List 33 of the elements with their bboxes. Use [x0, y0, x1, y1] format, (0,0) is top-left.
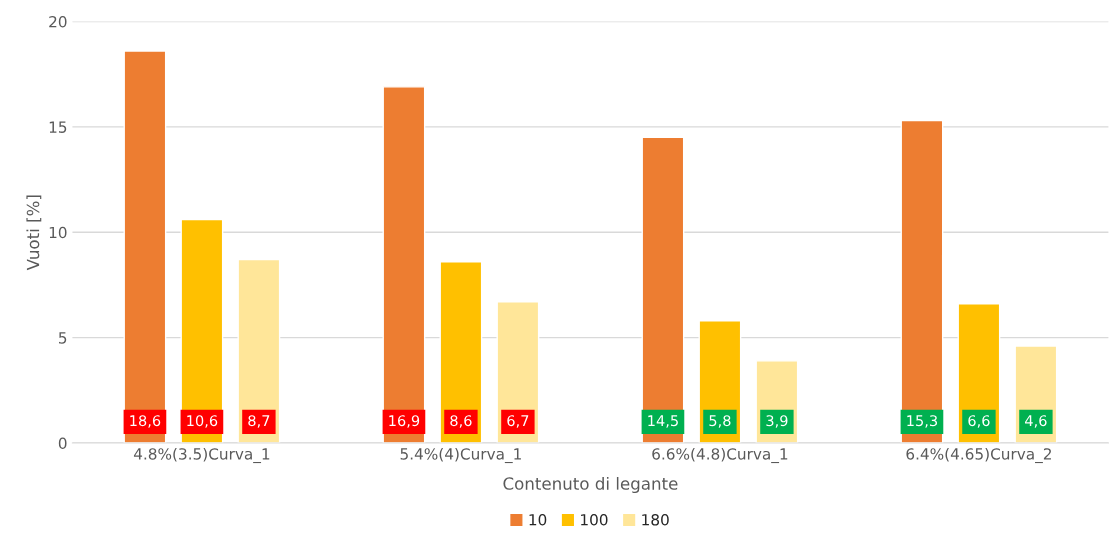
legend-label: 180 [642, 513, 669, 526]
data-label: 18,6 [130, 415, 161, 428]
legend-label: 10 [529, 513, 547, 526]
data-label: 6,7 [507, 415, 529, 428]
bar [123, 50, 167, 444]
x-tick-label: 6.6%(4.8)Curva_1 [652, 447, 788, 464]
y-axis-title: Vuoti [%] [26, 195, 42, 271]
x-tick-label: 4.8%(3.5)Curva_1 [133, 447, 270, 464]
data-label: 3,9 [766, 415, 788, 428]
data-label: 14,5 [648, 415, 678, 428]
y-tick-label: 10 [49, 226, 67, 239]
data-label: 10,6 [187, 415, 218, 428]
bar [237, 258, 281, 444]
x-tick-label: 6.4%(4.65)Curva_2 [906, 447, 1051, 464]
x-tick-label: 5.4%(4)Curva_1 [400, 447, 521, 464]
y-tick-label: 5 [59, 332, 67, 344]
legend-label: 100 [581, 513, 608, 526]
bar [439, 261, 483, 444]
bar [900, 119, 944, 444]
data-label: 16,9 [389, 415, 420, 428]
y-tick-label: 15 [49, 121, 67, 133]
y-tick-label: 0 [58, 437, 67, 450]
data-label: 8,7 [248, 415, 270, 428]
data-label: 4,6 [1025, 415, 1047, 428]
bar [641, 136, 685, 444]
data-label: 6,6 [968, 415, 990, 428]
bar [382, 86, 426, 444]
y-tick-label: 20 [49, 15, 67, 28]
data-label: 8,6 [450, 415, 472, 428]
data-label: 15,3 [907, 415, 938, 428]
bar [180, 218, 224, 444]
data-label: 5,8 [709, 415, 731, 428]
x-axis-title: Contenuto di legante [503, 476, 678, 494]
